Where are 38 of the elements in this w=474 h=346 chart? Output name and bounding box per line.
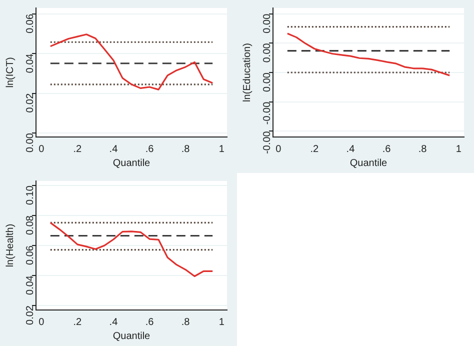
x-tick-label: 0 bbox=[38, 316, 45, 328]
y-tick-label: 0.02 bbox=[24, 92, 36, 113]
y-tick-label: 0.06 bbox=[24, 14, 36, 34]
y-tick-label: 0.04 bbox=[24, 53, 36, 74]
x-tick-label: .4 bbox=[109, 316, 118, 328]
x-axis-title: Quantile bbox=[112, 330, 151, 342]
x-tick-label: 1 bbox=[456, 144, 462, 155]
x-axis-title: Quantile bbox=[112, 158, 151, 169]
y-tick-label: 0.00 bbox=[262, 13, 273, 34]
x-tick-label: .6 bbox=[145, 316, 154, 328]
y-tick-label: 0.00 bbox=[262, 72, 273, 92]
x-tick-label: .8 bbox=[181, 144, 190, 155]
x-axis-title: Quantile bbox=[350, 158, 388, 169]
x-tick-label: .6 bbox=[382, 144, 392, 155]
x-tick-label: 1 bbox=[218, 144, 225, 155]
y-tick-label: 0.02 bbox=[24, 305, 36, 325]
y-tick-label: 0.00 bbox=[24, 132, 36, 152]
y-tick-label: 0.10 bbox=[24, 185, 36, 205]
y-tick-label: -0.00 bbox=[262, 101, 273, 125]
x-tick-label: .2 bbox=[73, 144, 82, 155]
y-tick-label: -0.00 bbox=[262, 130, 273, 154]
x-tick-label: .6 bbox=[145, 144, 154, 155]
x-tick-label: .4 bbox=[346, 144, 356, 155]
x-tick-label: .8 bbox=[418, 144, 428, 155]
x-tick-label: .8 bbox=[181, 316, 190, 328]
x-tick-label: .2 bbox=[310, 144, 320, 155]
y-axis-title: ln(Education) bbox=[242, 43, 253, 102]
y-tick-label: 0.08 bbox=[24, 215, 36, 235]
y-tick-label: 0.00 bbox=[262, 42, 273, 63]
y-tick-label: 0.06 bbox=[24, 245, 36, 265]
y-tick-label: 0.04 bbox=[24, 275, 36, 295]
x-tick-label: 0 bbox=[38, 144, 45, 155]
x-tick-label: 1 bbox=[218, 316, 225, 328]
x-tick-label: .2 bbox=[73, 316, 82, 328]
y-axis-title: ln(Health) bbox=[4, 224, 16, 268]
x-tick-label: .4 bbox=[109, 144, 118, 155]
y-axis-title: ln(ICT) bbox=[4, 57, 16, 88]
x-tick-label: 0 bbox=[276, 144, 282, 155]
